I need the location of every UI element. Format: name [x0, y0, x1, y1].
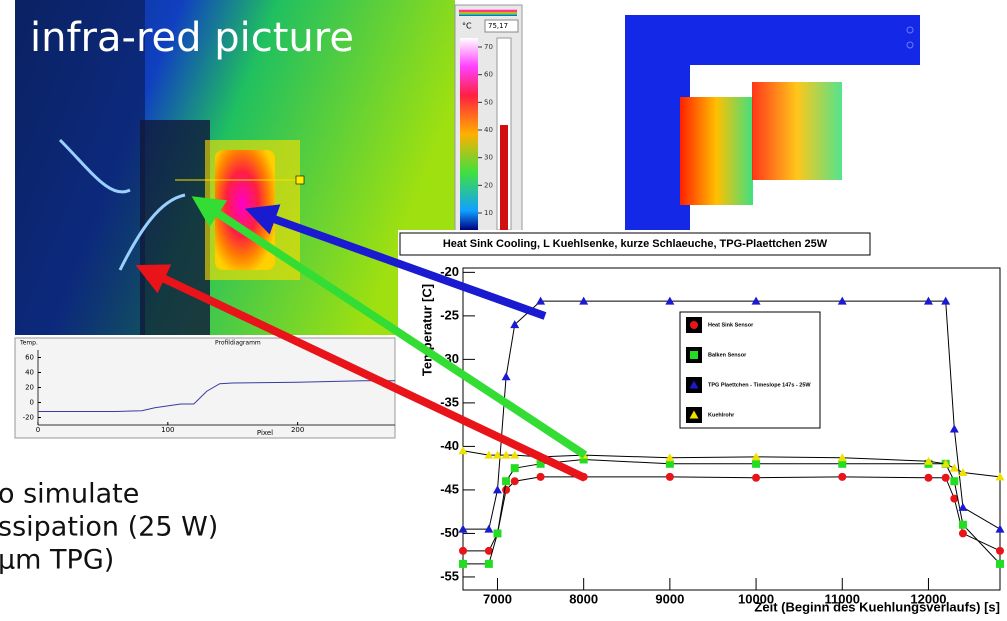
- slide-text: ssipation (25 W): [0, 512, 218, 543]
- reading: 75,17: [488, 22, 508, 30]
- y-tick-label: -20: [23, 414, 34, 422]
- scale-tick-label: 50: [484, 98, 493, 106]
- y-tick-label: -25: [440, 307, 459, 322]
- point: [666, 473, 674, 481]
- point: [752, 474, 760, 482]
- x-tick-label: 100: [161, 426, 174, 434]
- point: [959, 529, 967, 537]
- y-tick-label: -45: [440, 481, 459, 496]
- x-tick-label: 9000: [655, 591, 684, 606]
- point: [459, 560, 467, 568]
- y-tick-label: 40: [25, 369, 34, 377]
- legend-marker: [690, 321, 698, 329]
- x-tick-label: 10000: [738, 591, 774, 606]
- simulation-image: [620, 5, 920, 230]
- legend-label: Heat Sink Sensor: [708, 322, 754, 328]
- point: [996, 560, 1004, 568]
- point: [752, 460, 760, 468]
- x-tick-label: 200: [291, 426, 304, 434]
- scale-tick-label: 60: [484, 71, 493, 79]
- legend-marker: [690, 351, 698, 359]
- scale-tick-label: 40: [484, 126, 493, 134]
- point: [502, 486, 510, 494]
- y-tick-label: 20: [25, 384, 34, 392]
- unit: °C: [462, 22, 472, 31]
- legend-label: Balken Sensor: [708, 352, 747, 358]
- scale-tick-label: 70: [484, 43, 493, 51]
- point: [502, 477, 510, 485]
- ir-scale-panel: °C 75,17 70 60 50 40 30 20 10: [455, 5, 522, 232]
- x-tick-label: 7000: [483, 591, 512, 606]
- x-axis-label: Pixel: [257, 429, 273, 437]
- point: [959, 521, 967, 529]
- y-tick-label: 60: [25, 354, 34, 362]
- chart-title: Profildiagramm: [215, 340, 261, 347]
- y-tick-label: -40: [440, 438, 459, 453]
- point: [838, 473, 846, 481]
- y-tick-label: -55: [440, 568, 459, 583]
- y-axis-label: Temperatur [C]: [419, 284, 434, 376]
- point: [511, 477, 519, 485]
- y-tick-label: -50: [440, 525, 459, 540]
- x-tick-label: 8000: [569, 591, 598, 606]
- point: [924, 474, 932, 482]
- point: [511, 464, 519, 472]
- chart-title: Heat Sink Cooling, L Kuehlsenke, kurze S…: [443, 238, 828, 250]
- point: [459, 547, 467, 555]
- profile-panel: [15, 338, 395, 438]
- page: {"slide": {"ir_title": "infra-red pictur…: [0, 0, 1007, 621]
- ir-picture: infra-red picture: [15, 0, 455, 335]
- slide-text: µm TPG): [0, 545, 114, 576]
- scale-tick-label: 10: [484, 209, 493, 217]
- point: [996, 547, 1004, 555]
- x-tick-label: 12000: [910, 591, 946, 606]
- x-tick-label: 11000: [825, 591, 860, 606]
- legend-label: Kuehlrohr: [708, 412, 735, 418]
- slide-text: o simulate: [0, 479, 139, 510]
- slide: infra-red picture °C 75,17 70 60 50 40 30 20 1…: [0, 0, 1007, 621]
- y-tick-label: 0: [30, 399, 34, 407]
- point: [950, 477, 958, 485]
- legend-label: TPG Plaettchen - Timeslope 147s - 25W: [708, 382, 811, 388]
- x-tick-label: 0: [36, 426, 40, 434]
- point: [493, 529, 501, 537]
- point: [537, 473, 545, 481]
- x-axis-label: Zeit (Beginn des Kuehlungsverlaufs) [s]: [754, 599, 1000, 614]
- point: [485, 560, 493, 568]
- ir-title: infra-red picture: [30, 15, 354, 61]
- scale-tick-label: 20: [484, 181, 493, 189]
- point: [942, 474, 950, 482]
- scale-tick-label: 30: [484, 154, 493, 162]
- y-axis-label: Temp.: [19, 340, 38, 347]
